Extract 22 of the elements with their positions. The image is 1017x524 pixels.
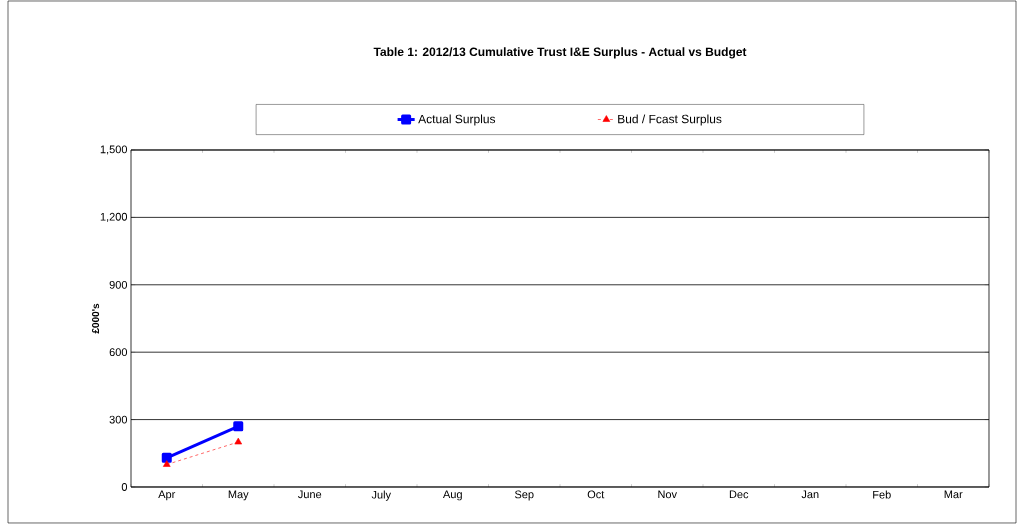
x-tick-label: Feb [873, 490, 891, 499]
y-tick-label: 1,200 [100, 212, 128, 222]
x-tick-label: May [228, 490, 249, 501]
y-axis-title: £000's [92, 303, 100, 334]
x-tick-label: July [371, 490, 392, 501]
y-tick-label: 900 [109, 280, 128, 289]
x-tick-label: Nov [658, 490, 677, 499]
x-tick-label: Mar [944, 490, 963, 499]
legend-label: Bud / Fcast Surplus [618, 114, 722, 126]
x-tick-label: Oct [587, 490, 605, 499]
y-tick-label: 0 [121, 483, 128, 491]
x-tick-label: June [298, 490, 322, 499]
y-tick-label: 600 [109, 348, 128, 357]
legend-label: Actual Surplus [418, 114, 496, 126]
x-tick-label: Sep [514, 490, 534, 501]
x-tick-label: Apr [158, 490, 176, 501]
chart-title: Table 1: 2012/13 Cumulative Trust I&E Surplus - Actual vs Budget [373, 47, 747, 59]
x-tick-label: Jan [801, 490, 819, 499]
y-tick-label: 1,500 [100, 145, 128, 155]
y-tick-label: 300 [109, 415, 128, 424]
x-tick-label: Aug [442, 490, 462, 501]
x-tick-label: Dec [729, 490, 749, 499]
